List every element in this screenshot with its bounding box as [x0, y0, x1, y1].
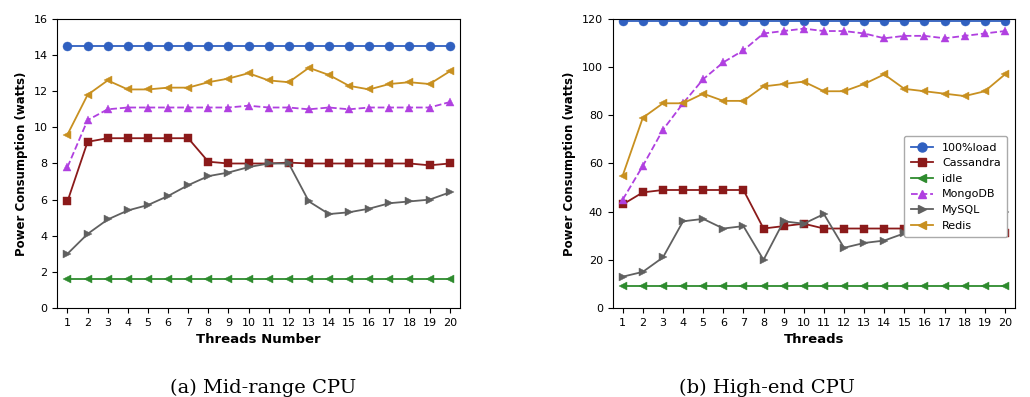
Text: (b) High-end CPU: (b) High-end CPU — [680, 379, 855, 397]
Text: (a) Mid-range CPU: (a) Mid-range CPU — [170, 379, 355, 397]
X-axis label: Threads Number: Threads Number — [197, 333, 321, 346]
Y-axis label: Power Consumption (watts): Power Consumption (watts) — [563, 71, 576, 256]
Legend: 100%load, Cassandra, idle, MongoDB, MySQL, Redis: 100%load, Cassandra, idle, MongoDB, MySQ… — [904, 136, 1007, 237]
Y-axis label: Power Consumption (watts): Power Consumption (watts) — [15, 71, 28, 256]
X-axis label: Threads: Threads — [784, 333, 844, 346]
